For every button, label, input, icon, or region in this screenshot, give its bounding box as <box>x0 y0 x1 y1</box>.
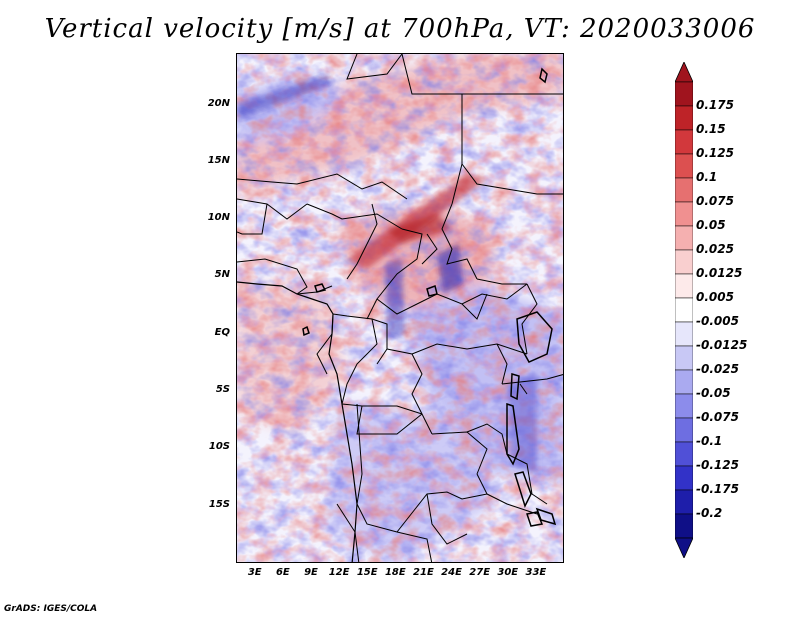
colorbar-tick-label: -0.075 <box>696 410 739 424</box>
colorbar-top-cap <box>675 62 693 83</box>
lat-tick-label: 10N <box>207 212 230 224</box>
lat-tick-label: 15N <box>207 154 230 166</box>
map-panel <box>236 53 564 563</box>
lon-tick-label: 15E <box>356 567 378 578</box>
grads-footer: GrADS: IGES/COLA <box>4 604 98 614</box>
colorbar-swatch <box>675 273 693 299</box>
colorbar-tick-label: 0.175 <box>696 98 734 112</box>
colorbar-swatch <box>675 345 693 371</box>
chart-title: Vertical velocity [m/s] at 700hPa, VT: 2… <box>44 14 756 44</box>
colorbar-tick-label: -0.175 <box>696 482 739 496</box>
lon-tick-label: 27E <box>469 567 491 578</box>
colorbar-bottom-cap <box>675 537 693 558</box>
colorbar-tick-label: 0.125 <box>696 146 734 160</box>
lat-tick-label: 20N <box>207 97 230 109</box>
lat-tick-label: 5S <box>215 384 230 396</box>
colorbar-tick-label: 0.15 <box>696 122 726 136</box>
colorbar-swatch <box>675 489 693 515</box>
colorbar-tick-label: 0.005 <box>696 290 734 304</box>
lat-tick-label: EQ <box>214 326 230 338</box>
colorbar-tick-label: 0.1 <box>696 170 718 184</box>
lakes <box>302 67 557 527</box>
colorbar-tick-label: -0.2 <box>696 506 723 520</box>
lon-tick-label: 24E <box>441 567 462 578</box>
atlantic-coastline <box>237 281 358 562</box>
colorbar-tick-label: 0.05 <box>696 218 726 232</box>
political-boundaries <box>237 54 563 562</box>
vertical-velocity-field <box>237 54 563 562</box>
colorbar-swatch <box>675 201 693 227</box>
colorbar <box>675 62 693 558</box>
colorbar-tick-label: 0.0125 <box>696 266 743 280</box>
colorbar-tick-label: -0.125 <box>696 458 739 472</box>
lat-tick-label: 15S <box>208 498 230 510</box>
lon-tick-label: 12E <box>328 567 350 578</box>
colorbar-swatch <box>675 249 693 275</box>
lon-tick-label: 18E <box>384 567 406 578</box>
colorbar-swatch <box>675 369 693 395</box>
colorbar-tick-label: 0.075 <box>696 194 734 208</box>
colorbar-swatch <box>675 465 693 491</box>
colorbar-swatch <box>675 105 693 131</box>
lon-tick-label: 9E <box>304 567 318 578</box>
intense-streaks <box>237 74 537 474</box>
colorbar-swatch <box>675 129 693 155</box>
colorbar-tick-label: -0.1 <box>696 434 723 448</box>
lon-tick-label: 30E <box>497 567 519 578</box>
colorbar-swatch <box>675 417 693 443</box>
colorbar-tick-label: 0.025 <box>696 242 734 256</box>
lat-tick-label: 10S <box>208 441 230 453</box>
colorbar-tick-label: -0.0125 <box>696 338 748 352</box>
colorbar-swatch <box>675 153 693 179</box>
colorbar-swatch <box>675 513 693 539</box>
colorbar-tick-label: -0.05 <box>696 386 731 400</box>
colorbar-swatch <box>675 441 693 467</box>
colorbar-swatch <box>675 225 693 251</box>
colorbar-tick-label: -0.025 <box>696 362 739 376</box>
colorbar-swatch <box>675 393 693 419</box>
lon-tick-label: 3E <box>247 567 262 578</box>
lat-tick-label: 5N <box>214 269 230 281</box>
colorbar-swatch <box>675 81 693 107</box>
colorbar-swatch <box>675 177 693 203</box>
lon-tick-label: 6E <box>275 567 290 578</box>
colorbar-swatch <box>675 297 693 323</box>
lon-tick-label: 21E <box>413 567 434 578</box>
colorbar-swatch <box>675 321 693 347</box>
colorbar-tick-label: -0.005 <box>696 314 739 328</box>
lon-tick-label: 33E <box>525 567 547 578</box>
